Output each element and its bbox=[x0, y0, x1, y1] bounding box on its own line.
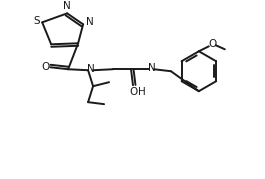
Text: H: H bbox=[138, 87, 146, 97]
Text: O: O bbox=[130, 87, 138, 97]
Text: N: N bbox=[148, 63, 156, 73]
Text: O: O bbox=[41, 62, 49, 72]
Text: O: O bbox=[209, 39, 217, 49]
Text: N: N bbox=[86, 17, 94, 27]
Text: N: N bbox=[63, 1, 71, 11]
Text: S: S bbox=[33, 16, 39, 26]
Text: N: N bbox=[87, 64, 95, 74]
